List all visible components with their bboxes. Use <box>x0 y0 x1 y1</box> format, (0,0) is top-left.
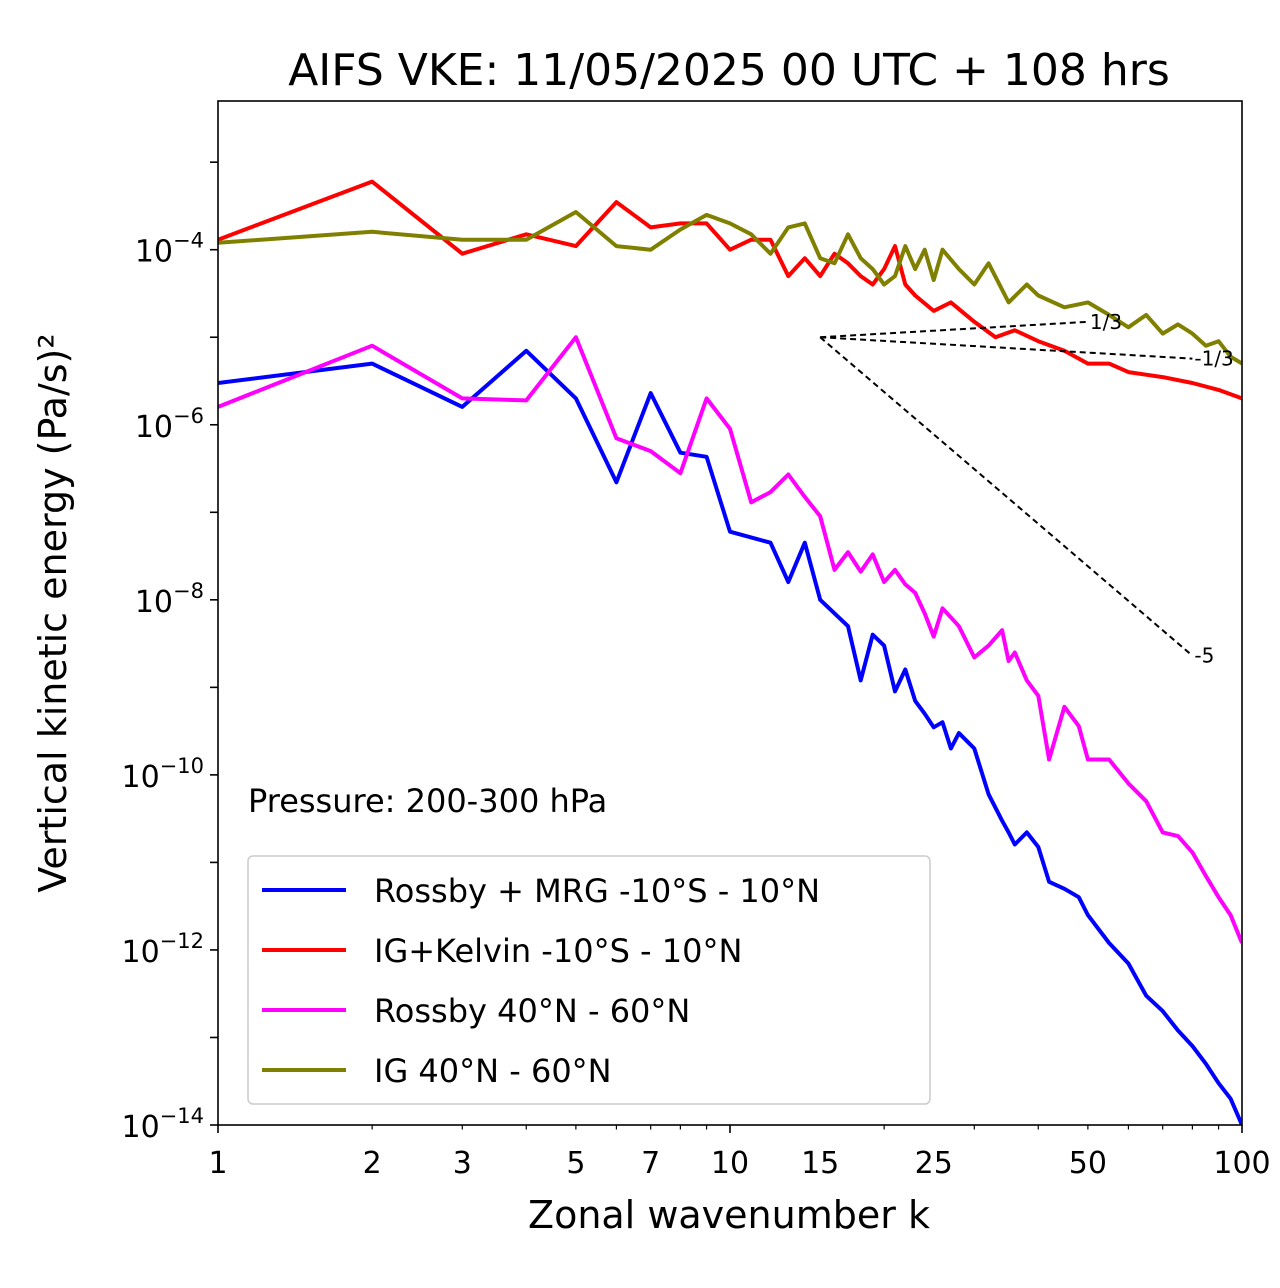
series-line-1 <box>218 348 1242 1125</box>
legend: Rossby + MRG -10°S - 10°N IG+Kelvin -10°S… <box>247 855 931 1105</box>
x-tick-label: 25 <box>915 1146 953 1181</box>
x-tick-label: 50 <box>1069 1146 1107 1181</box>
x-tick-label: 15 <box>801 1146 839 1181</box>
y-tick-label: 10−12 <box>121 929 204 970</box>
x-tick-label: 7 <box>641 1146 660 1181</box>
series-layer <box>218 179 1242 1125</box>
x-axis: 1 2 3 5 7 10 15 25 50 100 <box>208 1125 1271 1181</box>
y-tick-label: 10−4 <box>135 229 204 270</box>
x-tick-label: 3 <box>453 1146 472 1181</box>
x-tick-label: 2 <box>363 1146 382 1181</box>
plot-area: 1/3 -1/3 -5 <box>217 100 1243 1126</box>
reference-line-1 <box>820 320 1088 339</box>
y-tick-label: 10−8 <box>135 579 204 620</box>
y-tick-label: 10−10 <box>121 754 204 795</box>
y-tick-label: 10−14 <box>121 1104 204 1145</box>
series-line-3 <box>218 335 1242 944</box>
reference-label-3: -5 <box>1194 644 1214 668</box>
reference-label-1: 1/3 <box>1090 310 1122 334</box>
legend-label-3: Rossby 40°N - 60°N <box>374 992 690 1030</box>
reference-label-2: -1/3 <box>1194 347 1233 371</box>
legend-label-4: IG 40°N - 60°N <box>374 1052 612 1090</box>
reference-lines: 1/3 -1/3 -5 <box>819 310 1234 668</box>
series-line-2 <box>218 179 1242 401</box>
legend-box <box>247 855 931 1105</box>
reference-line-2 <box>820 336 1193 360</box>
x-tick-label: 100 <box>1213 1146 1270 1181</box>
x-tick-label: 5 <box>566 1146 585 1181</box>
legend-label-1: Rossby + MRG -10°S - 10°N <box>374 872 820 910</box>
series-line-4 <box>218 210 1242 366</box>
chart-title: AIFS VKE: 11/05/2025 00 UTC + 108 hrs <box>288 45 1170 96</box>
y-axis: 10−14 10−12 10−10 10−8 10−6 10−4 <box>121 161 218 1145</box>
x-tick-label: 10 <box>711 1146 749 1181</box>
pressure-annotation: Pressure: 200-300 hPa <box>248 782 607 820</box>
y-tick-label: 10−6 <box>135 404 204 445</box>
reference-line-3 <box>819 336 1194 657</box>
y-axis-label: Vertical kinetic energy (Pa/s)² <box>31 333 75 892</box>
x-axis-label: Zonal wavenumber k <box>528 1193 930 1237</box>
legend-label-2: IG+Kelvin -10°S - 10°N <box>374 932 742 970</box>
x-tick-label: 1 <box>208 1146 227 1181</box>
